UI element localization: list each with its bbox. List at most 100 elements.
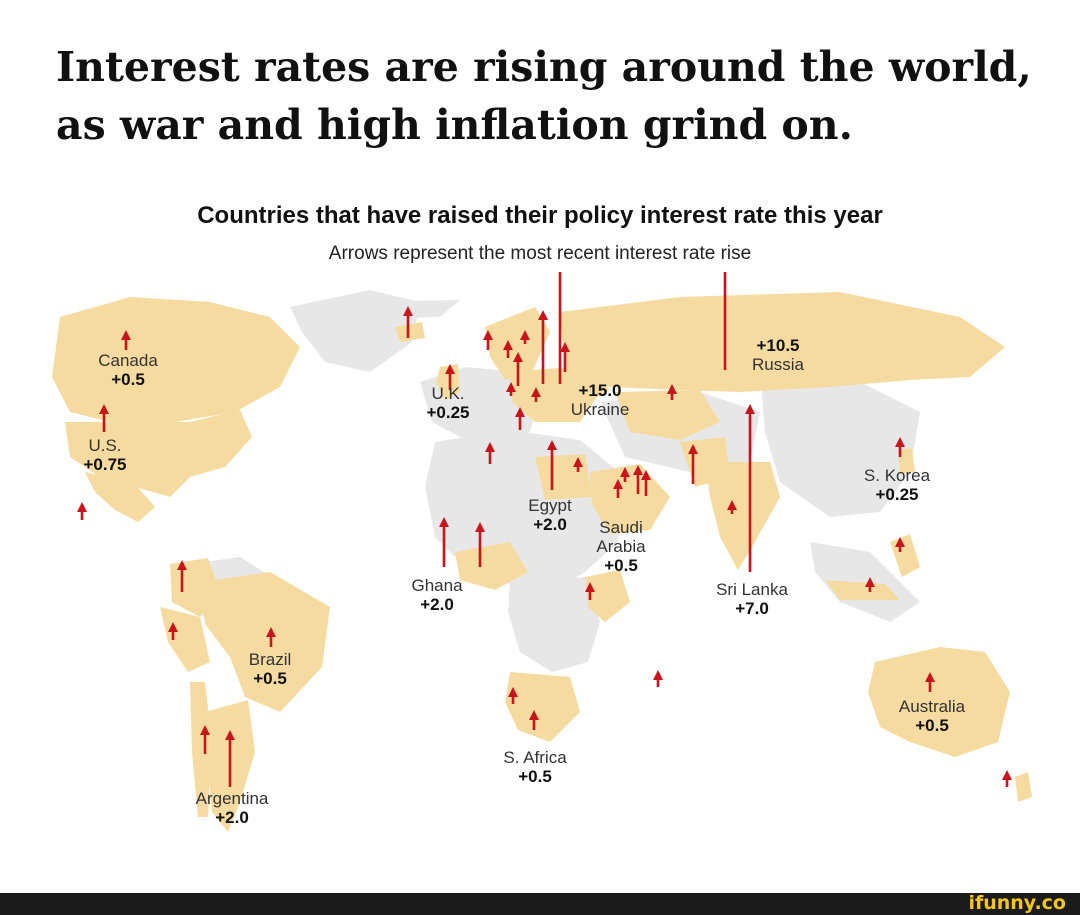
chart-subtitle: Arrows represent the most recent interes…: [328, 243, 752, 264]
canada-shape: [52, 297, 300, 422]
egypt-value: +2.0: [533, 515, 567, 534]
argentina-arrow: [225, 730, 235, 787]
label-skorea: S. Korea +0.25: [864, 466, 930, 504]
mexico-arrow: [77, 502, 87, 520]
chart-title: Countries that have raised their policy …: [197, 202, 883, 229]
sweden-arrow: [503, 340, 513, 358]
czech-arrow: [531, 387, 541, 402]
label-australia: Australia +0.5: [899, 697, 965, 735]
kazakhstan-arrow: [667, 384, 677, 400]
mexico-shape: [85, 472, 155, 522]
label-ghana: Ghana +2.0: [411, 576, 462, 614]
chile-shape: [190, 682, 212, 817]
skorea-name: S. Korea: [863, 466, 931, 485]
peru-shape: [160, 607, 210, 672]
romania-arrow: [515, 407, 525, 430]
hungary-arrow: [506, 382, 516, 396]
south-korea-shape: [898, 448, 915, 474]
australia-name: Australia: [898, 697, 966, 716]
iceland-shape: [395, 322, 425, 342]
moldova-arrow: [538, 310, 548, 384]
us-name: U.S.: [88, 436, 122, 455]
label-saudi: Saudi Arabia +0.5: [581, 518, 661, 575]
saudi-arrow: [613, 479, 623, 498]
indonesia-arrow: [865, 577, 875, 592]
philippines-arrow: [895, 537, 905, 552]
label-uk: U.K. +0.25: [426, 384, 469, 422]
label-us: U.S. +0.75: [83, 436, 126, 474]
label-canada: Canada +0.5: [98, 351, 158, 389]
greenland-arrow: [403, 306, 413, 338]
philippines-shape: [890, 534, 920, 577]
central-africa-shape: [508, 577, 600, 672]
safrica-value: +0.5: [518, 767, 552, 786]
east-africa-shape: [585, 570, 630, 622]
australia-arrow: [925, 672, 935, 692]
norway-arrow: [483, 330, 493, 350]
skorea-value: +0.25: [875, 485, 919, 504]
label-srilanka: Sri Lanka +7.0: [716, 580, 788, 618]
finland-arrow: [520, 330, 530, 344]
new-zealand-shape: [1015, 772, 1032, 802]
label-egypt: Egypt +2.0: [528, 496, 571, 534]
ukraine-arrow: [558, 272, 562, 384]
world-map: [52, 272, 1032, 832]
srilanka-name: Sri Lanka: [716, 580, 788, 599]
kazakhstan-shape: [615, 390, 720, 440]
angola-arrow: [508, 687, 518, 704]
new-zealand-arrow: [1002, 770, 1012, 787]
south-africa-arrow: [529, 710, 539, 730]
brazil-name: Brazil: [248, 650, 292, 669]
saudi-value: +0.5: [604, 556, 638, 575]
east-asia-shape: [760, 372, 920, 517]
label-ukraine: +15.0 Ukraine: [571, 381, 630, 419]
us-shape: [65, 410, 252, 497]
southeast-asia-shape: [810, 542, 920, 622]
ghana-arrow-2: [475, 522, 485, 567]
ghana-name: Ghana: [411, 576, 463, 595]
brazil-value: +0.5: [253, 669, 287, 688]
australia-value: +0.5: [915, 716, 949, 735]
india-shape: [705, 462, 780, 570]
russia-arrow: [723, 272, 727, 370]
poland-arrow: [513, 352, 523, 386]
mauritius-arrow: [653, 670, 663, 687]
label-safrica: S. Africa +0.5: [503, 748, 566, 786]
label-russia: +10.5 Russia: [752, 336, 804, 374]
ukraine-name: Ukraine: [570, 400, 630, 419]
ghana-shape: [455, 542, 528, 590]
srilanka-value: +7.0: [735, 599, 769, 618]
pakistan-arrow: [688, 444, 698, 484]
ukraine-value: +15.0: [578, 381, 622, 400]
canada-arrow: [121, 330, 131, 350]
kenya-arrow: [585, 582, 595, 600]
uk-value: +0.25: [426, 403, 470, 422]
australia-shape: [868, 647, 1010, 757]
ghana-value: +2.0: [420, 595, 454, 614]
russia-name: Russia: [752, 355, 804, 374]
egypt-arrow: [547, 440, 557, 490]
chile-arrow: [200, 725, 210, 754]
ukraine-arrow-2: [560, 342, 570, 372]
colombia-arrow: [177, 560, 187, 592]
russia-value: +10.5: [756, 336, 800, 355]
canada-name: Canada: [98, 351, 158, 370]
iran-arrow: [620, 467, 630, 482]
south-africa-shape: [505, 672, 580, 742]
headline: Interest rates are rising around the wor…: [56, 43, 1032, 149]
peru-arrow: [168, 622, 178, 640]
uk-arrow: [445, 364, 455, 390]
label-argentina: Argentina +2.0: [196, 789, 269, 827]
label-brazil: Brazil +0.5: [249, 650, 292, 688]
egypt-name: Egypt: [528, 496, 572, 515]
srilanka-arrow: [745, 404, 755, 572]
turkey-arrow: [573, 457, 583, 472]
uk-name: U.K.: [431, 384, 465, 403]
footer-bar: ifunny.co: [0, 892, 1080, 915]
egypt-shape: [535, 454, 592, 500]
argentina-value: +2.0: [215, 808, 249, 827]
algeria-arrow: [485, 442, 495, 464]
brazil-arrow: [266, 627, 276, 647]
scandinavia-shape: [485, 307, 550, 380]
antarctic-edge-shape: [330, 300, 460, 320]
